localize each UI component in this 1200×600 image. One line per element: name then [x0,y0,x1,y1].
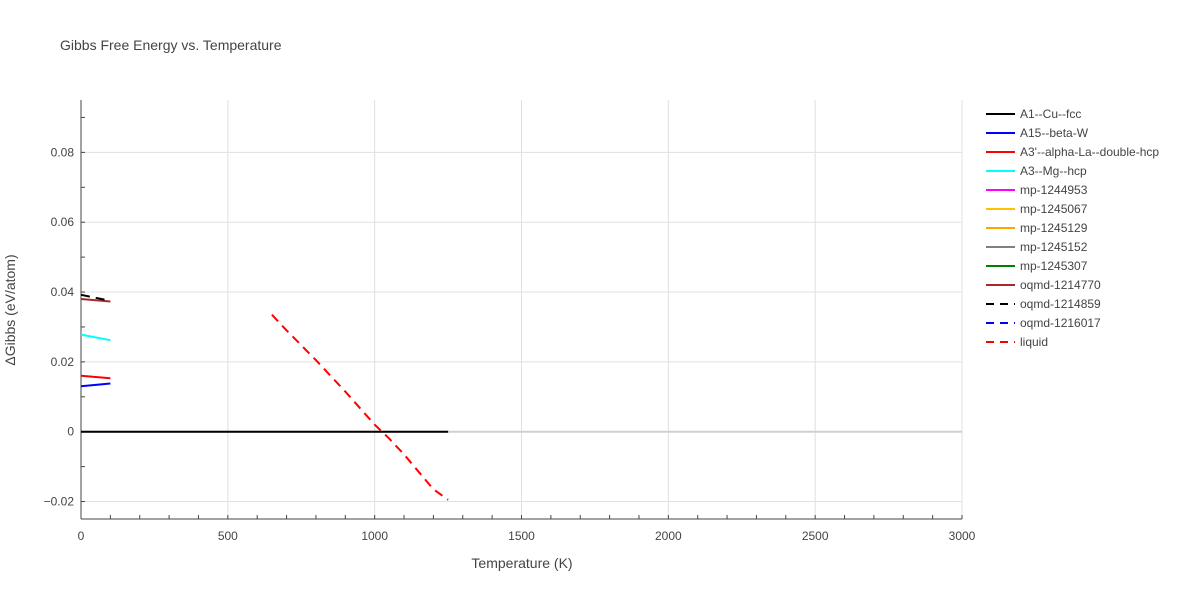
legend-item-12[interactable]: liquid [986,335,1048,349]
legend-label: liquid [1020,335,1048,349]
legend-label: oqmd-1214859 [1020,297,1101,311]
y-axis-ticks: −0.02 0 0.02 0.04 0.06 0.08 [44,116,85,509]
legend-label: mp-1245067 [1020,202,1088,216]
legend-label: A15--beta-W [1020,126,1089,140]
legend-label: oqmd-1214770 [1020,278,1101,292]
legend-label: mp-1245307 [1020,259,1088,273]
y-tick-label: 0.06 [51,215,75,229]
legend-item-9[interactable]: oqmd-1214770 [986,278,1101,292]
legend-item-6[interactable]: mp-1245129 [986,221,1088,235]
legend-item-5[interactable]: mp-1245067 [986,202,1088,216]
chart-title: Gibbs Free Energy vs. Temperature [60,37,282,53]
legend-label: mp-1244953 [1020,183,1088,197]
legend-label: A3'--alpha-La--double-hcp [1020,145,1159,159]
legend-label: mp-1245152 [1020,240,1088,254]
x-tick-label: 2000 [655,529,682,543]
legend-item-4[interactable]: mp-1244953 [986,183,1088,197]
series-line-1 [80,382,111,388]
x-tick-label: 0 [78,529,85,543]
legend-item-3[interactable]: A3--Mg--hcp [986,164,1087,178]
legend[interactable]: A1--Cu--fcc A15--beta-W A3'--alpha-La--dou… [986,107,1159,349]
y-axis-label: ΔGibbs (eV/atom) [2,254,18,365]
legend-label: oqmd-1216017 [1020,316,1101,330]
y-tick-label: 0 [67,425,74,439]
grid-lines [81,100,963,519]
series-line-12 [271,314,449,501]
legend-label: A1--Cu--fcc [1020,107,1081,121]
legend-item-8[interactable]: mp-1245307 [986,259,1088,273]
y-tick-label: 0.02 [51,355,75,369]
x-tick-label: 1000 [361,529,388,543]
legend-item-7[interactable]: mp-1245152 [986,240,1088,254]
legend-item-10[interactable]: oqmd-1214859 [986,297,1101,311]
x-tick-label: 1500 [508,529,535,543]
plot-area [80,293,449,501]
y-tick-label: 0.08 [51,145,75,159]
y-tick-label: −0.02 [44,495,75,509]
legend-label: A3--Mg--hcp [1020,164,1087,178]
legend-label: mp-1245129 [1020,221,1088,235]
legend-item-0[interactable]: A1--Cu--fcc [986,107,1081,121]
series-line-10 [80,293,111,302]
x-axis-ticks: 0 500 1000 1500 2000 2500 3000 [78,515,976,543]
legend-item-11[interactable]: oqmd-1216017 [986,316,1101,330]
x-tick-label: 500 [218,529,238,543]
series-line-3 [80,333,111,342]
x-axis-label: Temperature (K) [471,555,572,571]
legend-item-1[interactable]: A15--beta-W [986,126,1089,140]
series-line-9 [80,298,111,303]
legend-item-2[interactable]: A3'--alpha-La--double-hcp [986,145,1159,159]
x-tick-label: 3000 [949,529,976,543]
x-tick-label: 2500 [802,529,829,543]
series-line-2 [80,374,111,380]
y-tick-label: 0.04 [51,285,75,299]
